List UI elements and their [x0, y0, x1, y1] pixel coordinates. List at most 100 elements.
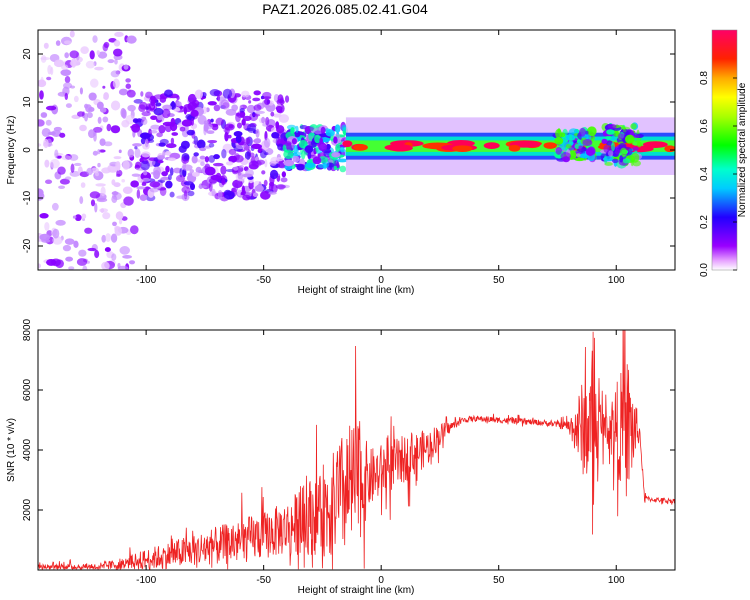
spectral-blob: [45, 105, 57, 111]
spectral-blob: [40, 76, 44, 85]
spectral-blob: [38, 191, 45, 201]
spectral-blob: [264, 159, 268, 168]
spectral-blob: [264, 98, 271, 105]
spectral-blob: [150, 99, 156, 107]
spectral-blob: [192, 172, 200, 177]
spectral-blob: [193, 135, 199, 146]
spectral-blob: [608, 150, 614, 157]
spectral-blob: [118, 149, 122, 154]
spectral-blob: [89, 50, 95, 60]
spectral-blob: [632, 146, 639, 152]
spectral-blob: [46, 259, 57, 266]
tone-hotspot: [483, 142, 500, 150]
spectral-blob: [104, 247, 111, 253]
spectral-blob: [209, 89, 221, 97]
spectral-blob: [253, 90, 261, 96]
spectral-blob: [252, 192, 259, 197]
spectral-blob: [260, 150, 267, 159]
spectral-blob: [131, 173, 141, 177]
spectral-blob: [176, 195, 188, 200]
spectral-blob: [261, 116, 266, 124]
spectral-blob: [132, 143, 142, 147]
spectral-blob: [160, 176, 170, 181]
spectral-blob: [176, 95, 180, 100]
spectral-blob: [73, 240, 79, 249]
spectral-blob: [136, 186, 146, 190]
colorbar-tick-label: 0.6: [699, 119, 710, 133]
spectral-blob: [203, 120, 209, 125]
spectral-blob: [62, 244, 72, 252]
spectral-blob: [88, 92, 97, 101]
spectral-blob: [150, 115, 158, 120]
spectral-blob: [107, 59, 115, 64]
spectral-blob: [113, 156, 122, 160]
spectral-blob: [84, 227, 93, 234]
spectral-blob: [207, 139, 218, 144]
spectral-blob: [131, 123, 141, 133]
spectral-blob: [141, 111, 151, 117]
spectral-blob: [283, 149, 294, 160]
spectral-blob: [237, 189, 241, 196]
spectral-blob: [294, 130, 301, 138]
tone-hotspot: [642, 141, 668, 148]
spectral-blob: [155, 102, 162, 107]
spectral-blob: [268, 184, 274, 192]
spectral-blob: [89, 191, 101, 199]
spectral-blob: [112, 48, 123, 57]
spectral-blob: [277, 143, 284, 151]
spectral-blob: [101, 261, 110, 270]
spectral-blob: [186, 129, 195, 136]
spectral-blob: [281, 171, 287, 178]
spectral-blob: [121, 216, 128, 221]
spectral-blob: [64, 92, 68, 101]
tone-hotspot: [543, 142, 557, 149]
spectral-blob: [79, 124, 87, 132]
spectral-blob: [634, 150, 638, 154]
spectral-blob: [141, 182, 147, 186]
spectral-blob: [575, 153, 581, 157]
snr-x-ticks: -100 -50 0 50 100: [136, 330, 625, 586]
spectral-blob: [179, 126, 186, 132]
spectral-blob: [241, 118, 246, 126]
spectral-blob: [603, 156, 614, 162]
spectral-blob: [322, 161, 327, 170]
spectral-blob: [110, 233, 118, 243]
spectral-blob: [286, 142, 292, 151]
spectral-blob: [113, 182, 121, 188]
spectral-blob: [304, 145, 314, 154]
spectral-blob: [125, 78, 131, 83]
spectral-blob: [61, 155, 72, 161]
spectral-blob: [619, 155, 624, 163]
spectral-blob: [167, 157, 177, 162]
spectral-blob: [253, 104, 262, 111]
spectral-blob: [46, 76, 52, 81]
spectrogram-x-tick-label: -50: [256, 275, 271, 286]
spectral-blob: [165, 143, 177, 149]
spectral-blob: [63, 40, 72, 45]
colorbar-frame: [711, 29, 738, 271]
spectral-blob: [62, 86, 70, 96]
spectral-blob: [144, 138, 149, 148]
spectral-blob: [122, 186, 133, 195]
spectral-blob: [153, 107, 164, 116]
spectral-blob: [190, 109, 199, 117]
spectral-blob: [72, 215, 77, 219]
tone-hotspot: [384, 144, 413, 151]
spectral-blob: [40, 112, 48, 118]
spectral-blob: [78, 249, 87, 257]
spectral-blob: [238, 165, 244, 169]
spectral-blob: [587, 126, 597, 137]
spectral-blob: [225, 161, 234, 166]
spectral-blob: [225, 108, 237, 116]
spectral-blob: [171, 132, 179, 136]
spectral-blob: [189, 169, 195, 174]
snr-x-tick-label: 0: [378, 575, 384, 586]
spectral-blob: [271, 131, 280, 139]
spectral-blob: [157, 160, 164, 164]
spectral-blob: [280, 177, 288, 183]
spectral-blob: [622, 158, 631, 164]
spectral-blob: [39, 90, 44, 100]
spectral-blob: [221, 149, 227, 159]
spectral-blob: [585, 147, 595, 156]
spectral-blob: [261, 170, 266, 175]
